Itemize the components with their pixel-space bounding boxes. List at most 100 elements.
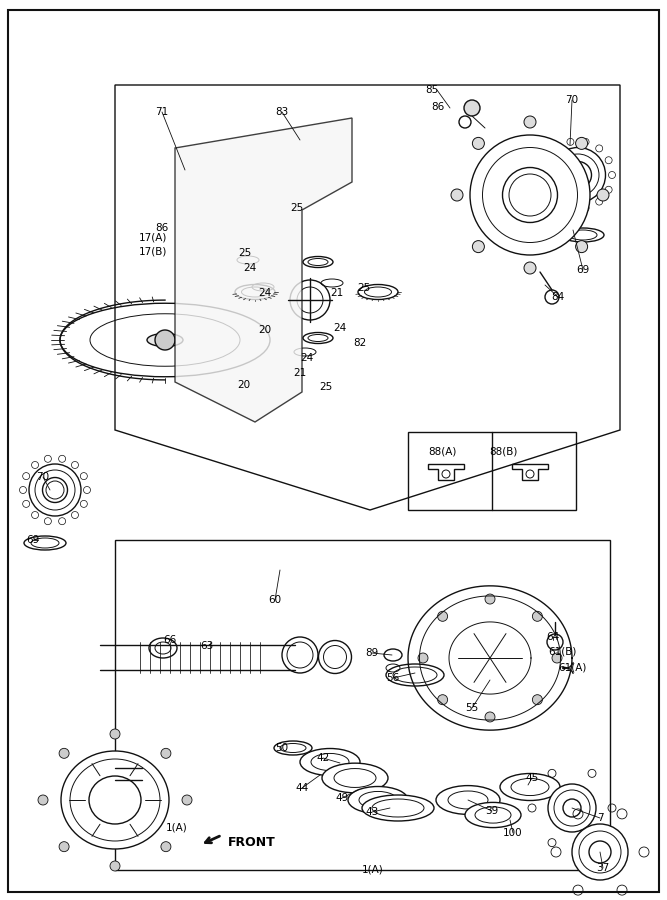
Text: 25: 25	[238, 248, 251, 258]
Text: 100: 100	[503, 828, 523, 838]
Ellipse shape	[564, 161, 592, 188]
Circle shape	[597, 189, 609, 201]
Circle shape	[182, 795, 192, 805]
Circle shape	[532, 695, 542, 705]
Text: 86: 86	[155, 223, 169, 233]
Ellipse shape	[589, 841, 611, 863]
Circle shape	[451, 189, 463, 201]
Text: 24: 24	[334, 323, 347, 333]
Text: 86: 86	[432, 102, 445, 112]
Circle shape	[438, 611, 448, 621]
Text: 25: 25	[290, 203, 303, 213]
Text: 88(A): 88(A)	[428, 447, 456, 457]
Text: 43: 43	[366, 807, 379, 817]
Text: 49: 49	[336, 793, 349, 803]
Ellipse shape	[470, 135, 590, 255]
Text: 64: 64	[546, 632, 560, 642]
Ellipse shape	[563, 799, 581, 817]
Ellipse shape	[500, 773, 560, 800]
Circle shape	[110, 729, 120, 739]
Bar	[408, 432, 576, 510]
Ellipse shape	[562, 228, 604, 242]
Text: 20: 20	[237, 380, 251, 390]
Text: 25: 25	[319, 382, 333, 392]
Circle shape	[472, 138, 484, 149]
Text: 1(A): 1(A)	[362, 865, 384, 875]
Circle shape	[110, 861, 120, 871]
Ellipse shape	[303, 332, 333, 344]
Ellipse shape	[465, 803, 521, 828]
Text: 50: 50	[275, 743, 289, 753]
Text: 69: 69	[576, 265, 590, 275]
Text: 82: 82	[354, 338, 367, 348]
Circle shape	[576, 240, 588, 253]
Text: 85: 85	[426, 85, 439, 95]
Text: 69: 69	[27, 535, 39, 545]
Ellipse shape	[300, 749, 360, 776]
Text: 42: 42	[316, 753, 329, 763]
Ellipse shape	[147, 334, 183, 346]
Ellipse shape	[89, 776, 141, 824]
Circle shape	[576, 138, 588, 149]
Ellipse shape	[548, 784, 596, 832]
Text: 20: 20	[258, 325, 271, 335]
Circle shape	[161, 842, 171, 851]
Text: 55: 55	[466, 703, 479, 713]
Text: FRONT: FRONT	[228, 835, 275, 849]
Text: 44: 44	[295, 783, 309, 793]
Ellipse shape	[235, 284, 275, 300]
Text: 21: 21	[293, 368, 307, 378]
Circle shape	[161, 748, 171, 759]
Text: 17(B): 17(B)	[139, 247, 167, 257]
Ellipse shape	[362, 795, 434, 821]
Text: 83: 83	[275, 107, 289, 117]
Ellipse shape	[322, 763, 388, 793]
Circle shape	[464, 100, 480, 116]
Text: 61(B): 61(B)	[548, 647, 576, 657]
Text: 45: 45	[526, 773, 539, 783]
Text: 70: 70	[566, 95, 578, 105]
Text: 60: 60	[268, 595, 281, 605]
Ellipse shape	[29, 464, 81, 516]
Ellipse shape	[550, 148, 606, 202]
Text: 37: 37	[596, 863, 610, 873]
Text: 56: 56	[386, 673, 400, 683]
Circle shape	[485, 594, 495, 604]
Ellipse shape	[43, 478, 67, 502]
Circle shape	[59, 842, 69, 851]
Text: 21: 21	[330, 288, 344, 298]
Circle shape	[524, 262, 536, 274]
Ellipse shape	[61, 751, 169, 849]
Ellipse shape	[149, 638, 177, 658]
Ellipse shape	[282, 637, 318, 673]
Text: 61(A): 61(A)	[558, 662, 586, 672]
Ellipse shape	[303, 256, 333, 267]
Text: 66: 66	[163, 635, 177, 645]
Text: 7: 7	[597, 813, 604, 823]
Text: 25: 25	[358, 283, 371, 293]
Circle shape	[552, 653, 562, 663]
Circle shape	[438, 695, 448, 705]
Polygon shape	[175, 118, 352, 422]
Circle shape	[418, 653, 428, 663]
Circle shape	[485, 712, 495, 722]
Text: 71: 71	[155, 107, 169, 117]
Ellipse shape	[358, 284, 398, 300]
Ellipse shape	[348, 787, 408, 814]
Text: 63: 63	[200, 641, 213, 651]
Ellipse shape	[502, 167, 558, 222]
Circle shape	[155, 330, 175, 350]
Text: 17(A): 17(A)	[139, 233, 167, 243]
Ellipse shape	[24, 536, 66, 550]
Circle shape	[38, 795, 48, 805]
Circle shape	[524, 116, 536, 128]
Circle shape	[472, 240, 484, 253]
Ellipse shape	[319, 641, 352, 673]
Text: 70: 70	[37, 472, 49, 482]
Ellipse shape	[290, 280, 330, 320]
Text: 89: 89	[366, 648, 379, 658]
Text: 24: 24	[243, 263, 257, 273]
Circle shape	[59, 748, 69, 759]
Text: 88(B): 88(B)	[489, 447, 517, 457]
Text: 39: 39	[486, 806, 499, 816]
